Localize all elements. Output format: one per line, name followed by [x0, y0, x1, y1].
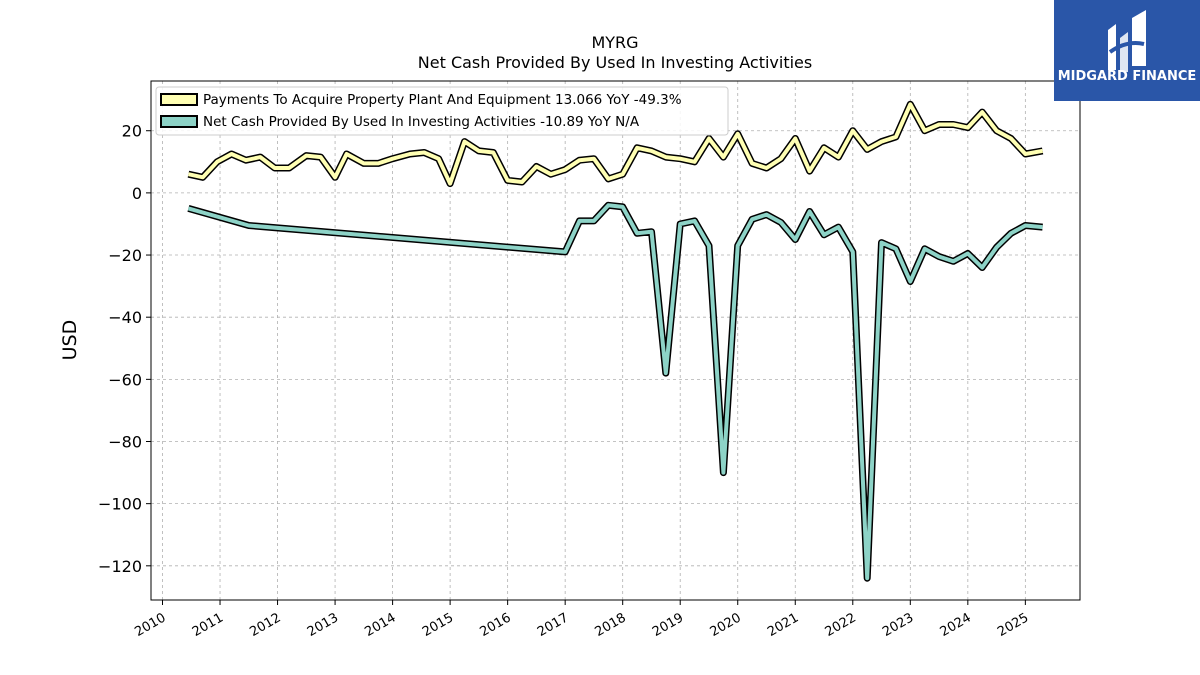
y-tick-label: −60 [108, 370, 142, 389]
y-tick-label: −80 [108, 433, 142, 452]
y-tick-label: 20 [122, 122, 142, 141]
x-tick-label: 2014 [362, 610, 398, 640]
y-tick-label: −20 [108, 246, 142, 265]
y-axis-label: USD [59, 320, 81, 361]
x-tick-label: 2020 [708, 610, 744, 640]
midgard-finance-logo: MIDGARD FINANCE [1054, 0, 1200, 101]
x-tick-label: 2019 [650, 610, 686, 640]
y-axis: 20 0 −20 −40 −60 −80 −100 −120 [98, 122, 151, 576]
logo-text: MIDGARD FINANCE [1058, 69, 1197, 84]
series-layer [187, 100, 1044, 582]
x-tick-label: 2015 [420, 610, 456, 640]
legend-box [155, 86, 729, 136]
logo-mark-icon [1108, 10, 1146, 72]
y-tick-label: 0 [132, 184, 142, 203]
chart-title: MYRG [591, 33, 638, 52]
x-tick-label: 2016 [477, 610, 513, 640]
y-tick-label: −40 [108, 308, 142, 327]
x-tick-label: 2023 [880, 610, 916, 640]
legend-swatch-investing [160, 115, 198, 128]
series-line-investing [187, 203, 1043, 581]
grid [151, 81, 1080, 600]
x-tick-label: 2018 [593, 610, 629, 640]
y-tick-label: −100 [98, 495, 142, 514]
x-tick-label: 2024 [938, 610, 974, 640]
x-tick-label: 2021 [765, 610, 801, 640]
x-tick-label: 2010 [132, 610, 168, 640]
x-tick-label: 2017 [535, 610, 571, 640]
x-tick-label: 2011 [190, 610, 226, 640]
plot-frame [150, 80, 1081, 601]
legend-swatch-capex [160, 93, 198, 106]
legend: Payments To Acquire Property Plant And E… [155, 86, 729, 136]
y-tick-label: −120 [98, 557, 142, 576]
x-tick-label: 2013 [305, 610, 341, 640]
legend-entry-investing: Net Cash Provided By Used In Investing A… [203, 114, 640, 130]
series-outline-investing [187, 201, 1043, 582]
legend-entry-capex: Payments To Acquire Property Plant And E… [203, 92, 682, 108]
x-tick-label: 2025 [995, 610, 1031, 640]
chart-subtitle: Net Cash Provided By Used In Investing A… [418, 53, 812, 72]
x-tick-label: 2012 [247, 610, 283, 640]
series-line-capex [187, 102, 1043, 186]
x-tick-label: 2022 [823, 610, 859, 640]
x-axis: 2010 2011 2012 2013 2014 2015 2016 2017 2018 2019… [132, 600, 1031, 640]
